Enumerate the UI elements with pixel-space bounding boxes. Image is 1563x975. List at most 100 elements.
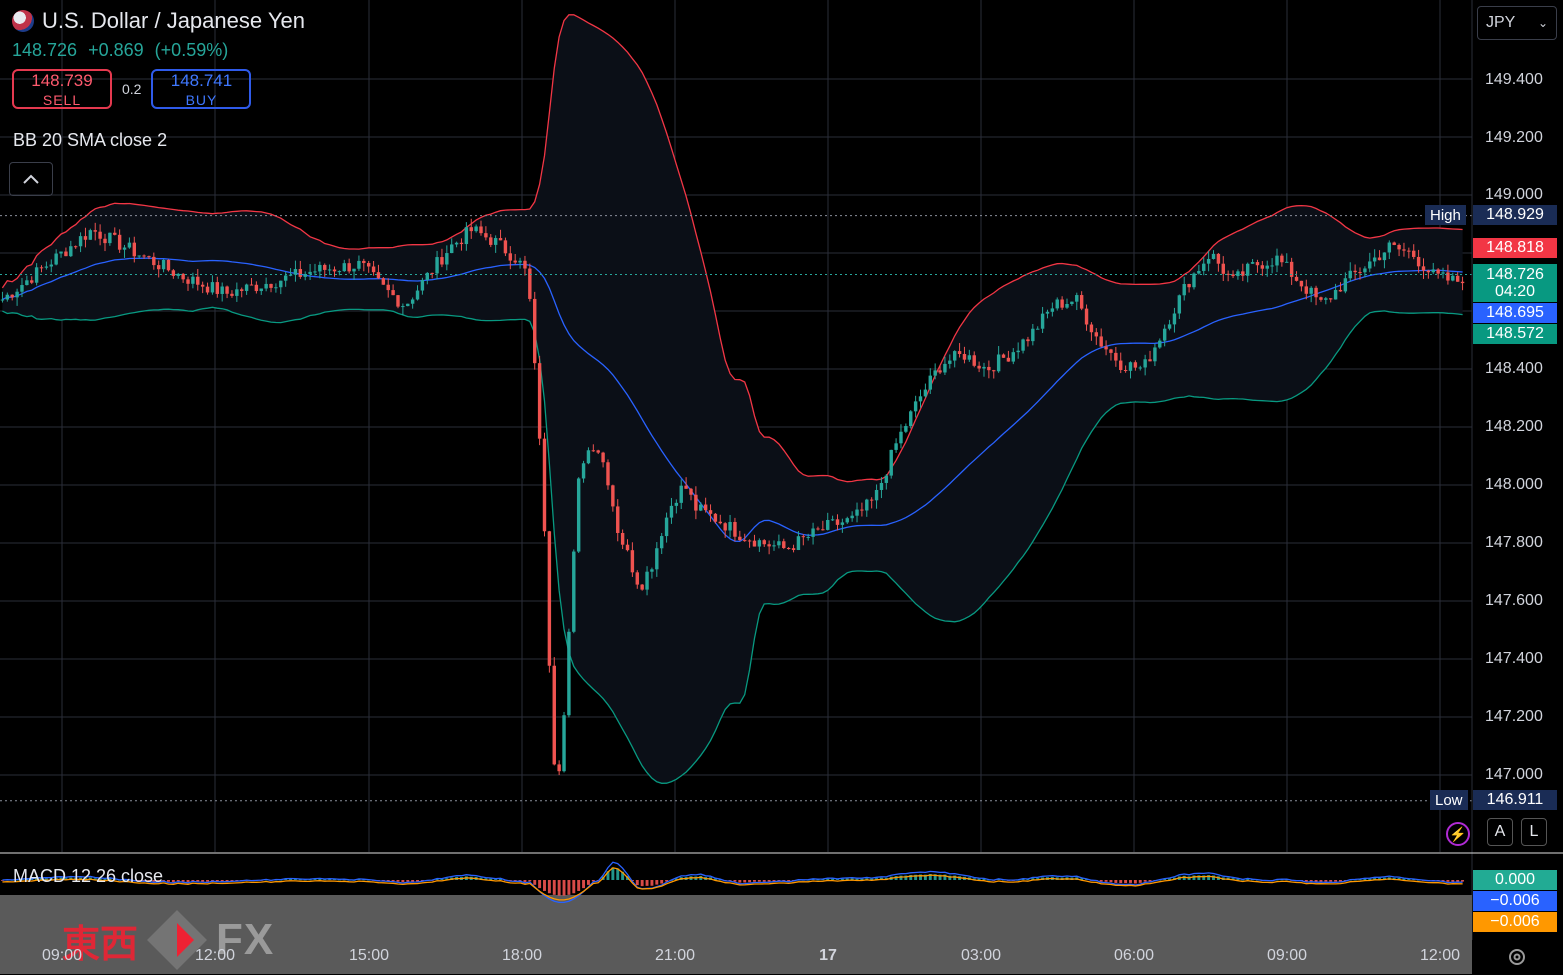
candle-body <box>127 242 132 248</box>
macd-histogram-bar <box>948 875 952 880</box>
candle-body <box>210 282 215 293</box>
macd-histogram-bar <box>567 880 571 895</box>
candle-body <box>674 502 679 506</box>
macd-histogram-bar <box>225 880 229 882</box>
buy-price: 148.741 <box>170 70 233 90</box>
macd-histogram-bar <box>1129 880 1132 883</box>
macd-histogram-bar <box>660 880 664 884</box>
candle-body <box>664 517 669 537</box>
candle-body <box>513 260 517 263</box>
candle-body <box>366 263 371 267</box>
candle-body <box>381 278 386 285</box>
candle-body <box>10 294 14 298</box>
lightning-icon[interactable]: ⚡ <box>1446 822 1470 846</box>
candle-body <box>274 287 278 289</box>
macd-histogram-bar <box>757 880 761 882</box>
collapse-legend-button[interactable] <box>9 162 53 196</box>
candle-body <box>332 269 337 272</box>
candle-body <box>1285 261 1289 263</box>
macd-histogram-bar <box>1363 878 1367 880</box>
sell-button[interactable]: 148.739 SELL <box>12 69 112 109</box>
candle-body <box>445 253 449 265</box>
candle-body <box>606 462 610 486</box>
candle-body <box>93 230 97 232</box>
macd-histogram-bar <box>386 880 390 881</box>
candle-body <box>1158 340 1162 348</box>
macd-histogram-bar <box>83 878 87 880</box>
buy-label: BUY <box>185 91 218 108</box>
candle-body <box>987 366 991 371</box>
candle-body <box>894 443 898 450</box>
candle-body <box>1451 275 1455 281</box>
lower-band-tag: 148.572 <box>1473 324 1557 344</box>
candle-body <box>1089 324 1094 333</box>
macd-histogram-bar <box>113 879 117 880</box>
settings-gear-icon[interactable] <box>1506 946 1528 968</box>
macd-histogram-bar <box>943 874 947 880</box>
candle-body <box>996 354 1001 372</box>
candle-body <box>498 238 503 241</box>
candle-body <box>1280 255 1284 263</box>
currency-select[interactable]: JPY ⌄ <box>1477 6 1557 40</box>
candle-body <box>357 260 361 269</box>
macd-histogram-bar <box>611 867 615 880</box>
candle-body <box>323 264 327 270</box>
candle-body <box>782 541 786 549</box>
macd-histogram-bar <box>1197 875 1201 880</box>
bollinger-upper-band <box>1 14 1463 483</box>
candle-body <box>1397 244 1401 250</box>
candle-body <box>166 259 171 271</box>
candle-body <box>244 284 249 291</box>
candle-body <box>586 450 591 464</box>
symbol-title[interactable]: U.S. Dollar / Japanese Yen <box>42 8 305 33</box>
macd-histogram-bar <box>933 874 937 880</box>
bollinger-legend[interactable]: BB 20 SMA close 2 <box>13 130 168 150</box>
candle-body <box>308 271 312 274</box>
candle-body <box>1299 280 1304 287</box>
last-price-tag: 148.726 04:20 <box>1473 264 1557 302</box>
macd-histogram-bar <box>928 873 932 880</box>
candle-body <box>347 263 351 272</box>
price-change-pct: (+0.59%) <box>154 40 229 60</box>
candle-body <box>1119 360 1123 371</box>
candle-body <box>659 536 664 549</box>
candle-body <box>1319 297 1323 300</box>
macd-histogram-bar <box>836 879 839 881</box>
candle-body <box>1060 299 1064 308</box>
candle-body <box>259 288 263 292</box>
candle-body <box>879 482 884 490</box>
candle-body <box>1114 352 1118 361</box>
macd-histogram-bar <box>298 879 302 881</box>
auto-scale-button[interactable]: A <box>1487 818 1513 846</box>
candle-body <box>1245 263 1250 276</box>
log-scale-button[interactable]: L <box>1521 818 1547 846</box>
time-tick: 12:00 <box>194 947 236 964</box>
macd-histogram-bar <box>1168 878 1172 880</box>
candle-body <box>1270 265 1274 267</box>
low-price-tag: 146.911 <box>1473 790 1557 810</box>
candle-body <box>645 571 649 590</box>
macd-histogram-bar <box>665 880 669 882</box>
buy-button[interactable]: 148.741 BUY <box>151 69 252 109</box>
macd-histogram-bar <box>44 878 48 880</box>
macd-histogram-bar <box>1456 880 1460 882</box>
candle-body <box>528 268 532 299</box>
macd-histogram-bar <box>293 879 297 880</box>
macd-histogram-bar <box>767 880 771 882</box>
candle-body <box>1006 357 1011 362</box>
bollinger-fill <box>2 14 1463 784</box>
macd-histogram-bar <box>748 880 752 883</box>
macd-histogram-bar <box>1339 880 1342 882</box>
candle-body <box>1075 295 1079 302</box>
candle-body <box>806 536 810 538</box>
macd-histogram-bar <box>650 880 654 886</box>
candle-body <box>386 284 390 291</box>
candle-body <box>1221 263 1225 274</box>
macd-histogram-bar <box>1407 879 1411 880</box>
candle-body <box>376 272 381 279</box>
candle-body <box>728 521 732 531</box>
macd-legend[interactable]: MACD 12 26 close <box>13 866 164 886</box>
macd-histogram-bar <box>860 878 864 880</box>
candle-body <box>293 269 298 275</box>
